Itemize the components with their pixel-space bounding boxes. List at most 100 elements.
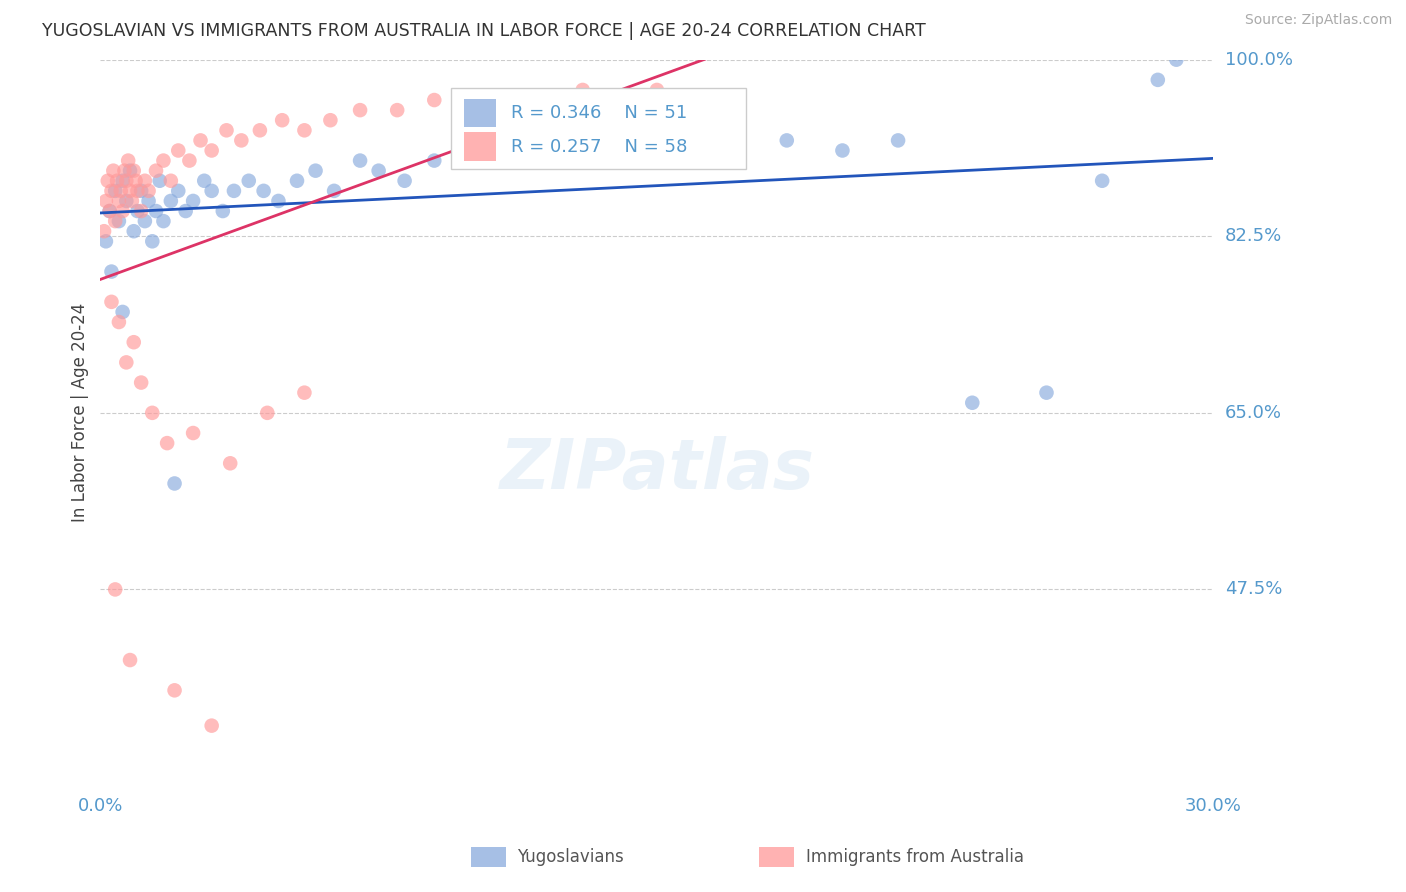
Text: ZIPatlas: ZIPatlas [499, 436, 814, 503]
Text: 82.5%: 82.5% [1225, 227, 1282, 245]
Point [267, 194, 290, 208]
Point [831, 144, 853, 158]
Point [118, 653, 141, 667]
Text: 0.0%: 0.0% [77, 797, 124, 814]
Point [1091, 174, 1114, 188]
Text: 100.0%: 100.0% [1225, 51, 1292, 69]
Point [104, 214, 127, 228]
Point [460, 144, 482, 158]
Point [664, 133, 686, 147]
Point [127, 204, 149, 219]
Point [167, 184, 190, 198]
Point [498, 133, 520, 147]
Point [94, 194, 117, 208]
Point [160, 174, 183, 188]
Point [93, 224, 115, 238]
Point [121, 194, 143, 208]
Point [127, 184, 149, 198]
Point [118, 163, 141, 178]
Point [163, 683, 186, 698]
Point [201, 184, 224, 198]
Point [108, 194, 131, 208]
Text: Yugoslavians: Yugoslavians [517, 848, 624, 866]
Point [145, 163, 167, 178]
Point [108, 315, 131, 329]
Point [105, 174, 128, 188]
Point [124, 174, 146, 188]
Point [252, 184, 274, 198]
Point [271, 113, 294, 128]
Point [110, 184, 132, 198]
Point [174, 204, 197, 219]
Y-axis label: In Labor Force | Age 20-24: In Labor Force | Age 20-24 [72, 303, 89, 523]
Point [231, 133, 253, 147]
Point [156, 436, 179, 450]
Bar [451, 88, 747, 169]
Point [129, 376, 152, 390]
Point [294, 123, 316, 137]
Point [115, 174, 138, 188]
Point [516, 93, 538, 107]
Text: 47.5%: 47.5% [1225, 581, 1282, 599]
Point [100, 184, 122, 198]
Point [149, 174, 172, 188]
Point [211, 204, 233, 219]
Point [201, 144, 224, 158]
Point [108, 214, 131, 228]
Point [115, 194, 138, 208]
Point [97, 174, 120, 188]
Point [219, 456, 242, 470]
Point [423, 153, 446, 168]
Point [609, 144, 631, 158]
Point [181, 425, 204, 440]
Point [115, 355, 138, 369]
Point [167, 144, 190, 158]
Point [145, 204, 167, 219]
Text: Immigrants from Australia: Immigrants from Australia [806, 848, 1024, 866]
Point [323, 184, 346, 198]
Point [104, 184, 127, 198]
Point [138, 184, 160, 198]
Point [193, 174, 215, 188]
Point [118, 184, 141, 198]
Bar [464, 98, 495, 127]
Point [367, 163, 389, 178]
Point [394, 174, 416, 188]
Bar [464, 132, 495, 161]
Point [1146, 73, 1168, 87]
Point [285, 174, 308, 188]
Point [249, 123, 271, 137]
Point [256, 406, 278, 420]
Point [190, 133, 212, 147]
Point [104, 582, 127, 597]
Point [294, 385, 316, 400]
Text: R = 0.346    N = 51: R = 0.346 N = 51 [512, 103, 688, 121]
Point [134, 174, 156, 188]
Point [129, 204, 152, 219]
Text: YUGOSLAVIAN VS IMMIGRANTS FROM AUSTRALIA IN LABOR FORCE | AGE 20-24 CORRELATION : YUGOSLAVIAN VS IMMIGRANTS FROM AUSTRALIA… [42, 22, 927, 40]
Point [201, 719, 224, 733]
Point [349, 153, 371, 168]
Point [720, 153, 742, 168]
Point [349, 103, 371, 117]
Point [460, 103, 482, 117]
Point [962, 396, 984, 410]
Point [94, 235, 117, 249]
Point [98, 204, 121, 219]
Point [138, 194, 160, 208]
Point [304, 163, 326, 178]
Point [238, 174, 260, 188]
Text: R = 0.257    N = 58: R = 0.257 N = 58 [512, 137, 688, 155]
Point [100, 294, 122, 309]
Point [385, 103, 408, 117]
Point [122, 335, 145, 350]
Point [141, 406, 163, 420]
Point [98, 204, 121, 219]
Text: 30.0%: 30.0% [1185, 797, 1241, 814]
Point [114, 163, 136, 178]
Point [222, 184, 245, 198]
Point [117, 153, 139, 168]
Point [111, 204, 134, 219]
Point [645, 83, 668, 97]
Point [141, 235, 163, 249]
